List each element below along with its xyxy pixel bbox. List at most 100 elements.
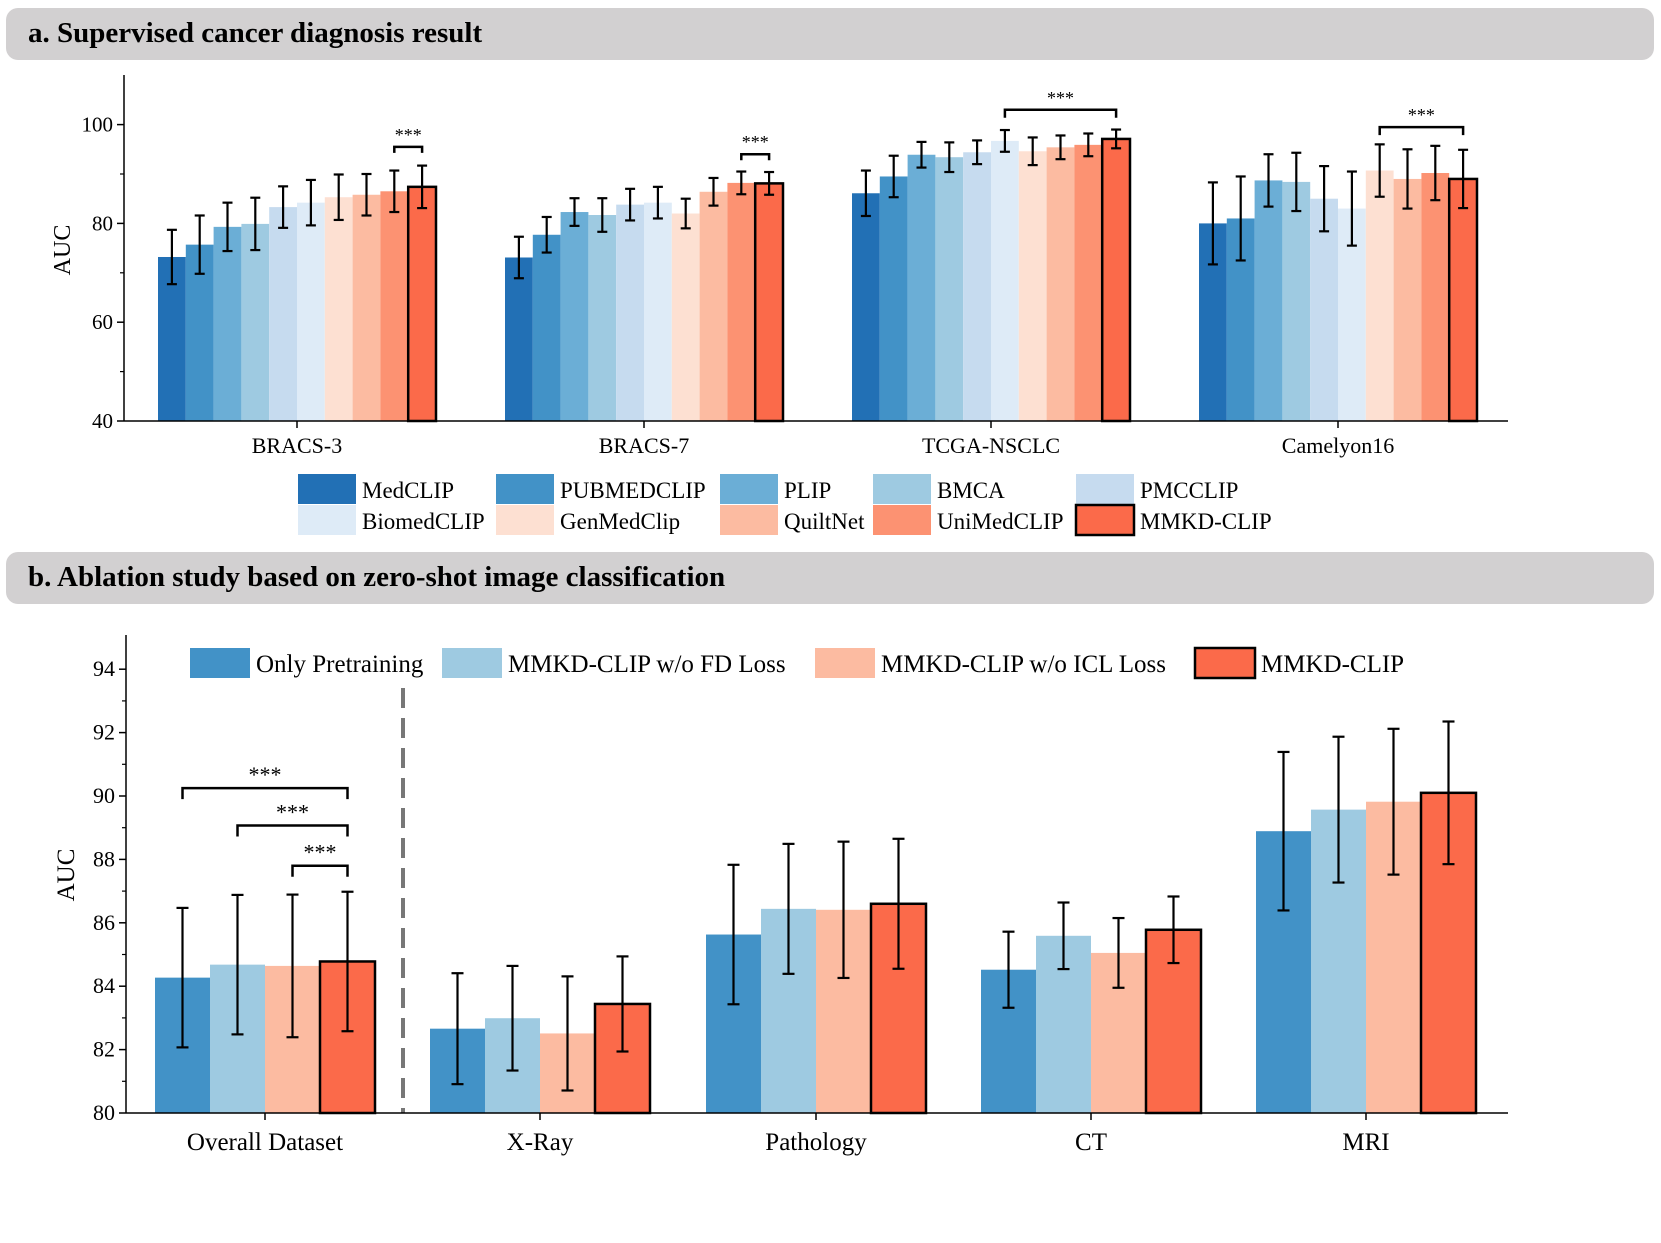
bar bbox=[671, 213, 700, 421]
bar bbox=[1254, 180, 1283, 421]
significance-label: *** bbox=[395, 125, 422, 145]
significance-bracket bbox=[1003, 108, 1118, 118]
bar bbox=[297, 202, 325, 421]
bar bbox=[1447, 177, 1479, 423]
bar bbox=[588, 215, 617, 421]
significance-bracket bbox=[236, 824, 349, 837]
y-tick-label: 94 bbox=[93, 656, 115, 681]
legend-swatch bbox=[815, 648, 875, 678]
chart-a: 40 60 80 100 AUC BRACS-3 BRACS-7 TCGA-NSCLC Came… bbox=[50, 75, 1508, 537]
legend-swatch bbox=[496, 474, 554, 504]
bar bbox=[935, 157, 964, 421]
panel-a-header: a. Supervised cancer diagnosis result bbox=[6, 8, 1654, 60]
legend-label: BiomedCLIP bbox=[362, 509, 485, 534]
legend-label: BMCA bbox=[937, 478, 1005, 503]
y-tick-label: 100 bbox=[82, 113, 114, 137]
legend-swatch bbox=[190, 648, 250, 678]
significance-label: *** bbox=[742, 132, 769, 152]
x-tick-label: Camelyon16 bbox=[1282, 433, 1394, 458]
bar bbox=[1393, 178, 1422, 421]
y-tick-label: 92 bbox=[93, 720, 115, 745]
significance-bracket bbox=[740, 152, 771, 161]
legend-swatch bbox=[873, 474, 931, 504]
bar bbox=[727, 182, 756, 421]
panel-b-header: b. Ablation study based on zero-shot ima… bbox=[6, 552, 1654, 604]
legend-swatch bbox=[298, 474, 356, 504]
legend-label: PUBMEDCLIP bbox=[560, 478, 706, 503]
bar bbox=[1421, 173, 1450, 421]
bar bbox=[1100, 137, 1132, 423]
legend-swatch bbox=[720, 505, 778, 535]
legend-swatch bbox=[1076, 474, 1134, 504]
y-tick-label: 84 bbox=[93, 973, 115, 998]
bar bbox=[1365, 170, 1394, 421]
panel-a-title: a. Supervised cancer diagnosis result bbox=[28, 17, 483, 49]
bar bbox=[852, 193, 880, 421]
bar bbox=[505, 257, 533, 421]
bar bbox=[380, 191, 409, 421]
y-tick-label: 60 bbox=[92, 310, 113, 334]
x-tick-label: Overall Dataset bbox=[187, 1129, 343, 1156]
y-tick-label: 40 bbox=[92, 409, 113, 433]
legend-swatch bbox=[873, 505, 931, 535]
bar bbox=[352, 194, 381, 421]
bar bbox=[1046, 147, 1075, 421]
x-tick-label: TCGA-NSCLC bbox=[922, 433, 1060, 458]
bar bbox=[963, 152, 991, 421]
x-tick-label: BRACS-3 bbox=[252, 433, 342, 458]
y-tick-label: 80 bbox=[92, 211, 113, 235]
bar bbox=[532, 234, 561, 421]
bar bbox=[1310, 198, 1338, 421]
bar bbox=[324, 197, 353, 421]
y-tick-label: 88 bbox=[93, 846, 115, 871]
legend-swatch bbox=[720, 474, 778, 504]
bar bbox=[699, 191, 728, 421]
significance-label: *** bbox=[249, 762, 282, 787]
bar bbox=[616, 204, 644, 421]
bar bbox=[879, 176, 908, 421]
x-tick-label: X-Ray bbox=[507, 1129, 574, 1156]
legend-label: Only Pretraining bbox=[256, 651, 424, 678]
significance-label: *** bbox=[1408, 105, 1435, 125]
legend-label: MMKD-CLIP bbox=[1261, 651, 1404, 678]
bar bbox=[213, 226, 242, 421]
y-axis-label: AUC bbox=[50, 225, 76, 276]
y-axis-label: AUC bbox=[53, 849, 80, 902]
significance-bracket bbox=[291, 864, 349, 877]
significance-label: *** bbox=[304, 840, 337, 865]
bar bbox=[1018, 151, 1047, 421]
y-tick-label: 86 bbox=[93, 910, 115, 935]
x-tick-label: Pathology bbox=[765, 1129, 867, 1156]
bar bbox=[644, 202, 672, 421]
significance-label: *** bbox=[1047, 88, 1074, 108]
significance-bracket bbox=[181, 786, 349, 800]
x-tick-label: BRACS-7 bbox=[599, 433, 689, 458]
legend-swatch bbox=[496, 505, 554, 535]
bar bbox=[560, 212, 589, 421]
legend-swatch bbox=[442, 648, 502, 678]
legend-label: MedCLIP bbox=[362, 478, 454, 503]
legend-swatch bbox=[298, 505, 356, 535]
y-tick-label: 90 bbox=[93, 783, 115, 808]
bar bbox=[1074, 144, 1103, 421]
legend-label: MMKD-CLIP w/o ICL Loss bbox=[881, 651, 1166, 678]
x-tick-label: CT bbox=[1075, 1129, 1107, 1156]
y-tick-label: 82 bbox=[93, 1037, 115, 1062]
legend-label: UniMedCLIP bbox=[937, 509, 1064, 534]
legend-label: GenMedClip bbox=[560, 509, 680, 534]
significance-bracket bbox=[393, 145, 424, 153]
bar bbox=[1282, 181, 1311, 421]
significance-bracket bbox=[1378, 125, 1465, 136]
legend-label: QuiltNet bbox=[784, 509, 865, 534]
bar bbox=[907, 154, 936, 421]
legend-swatch bbox=[1193, 646, 1257, 680]
chart-b: 80 82 84 86 88 90 92 94 AUC Overall Dataset X-Ray P… bbox=[53, 635, 1508, 1156]
legend-label: PLIP bbox=[784, 478, 831, 503]
bar bbox=[241, 223, 270, 421]
x-tick-label: MRI bbox=[1342, 1129, 1389, 1156]
bar bbox=[753, 182, 785, 423]
bar bbox=[406, 185, 438, 423]
panel-b-title: b. Ablation study based on zero-shot ima… bbox=[28, 561, 726, 593]
bar bbox=[991, 140, 1019, 421]
legend-swatch bbox=[1074, 503, 1136, 537]
